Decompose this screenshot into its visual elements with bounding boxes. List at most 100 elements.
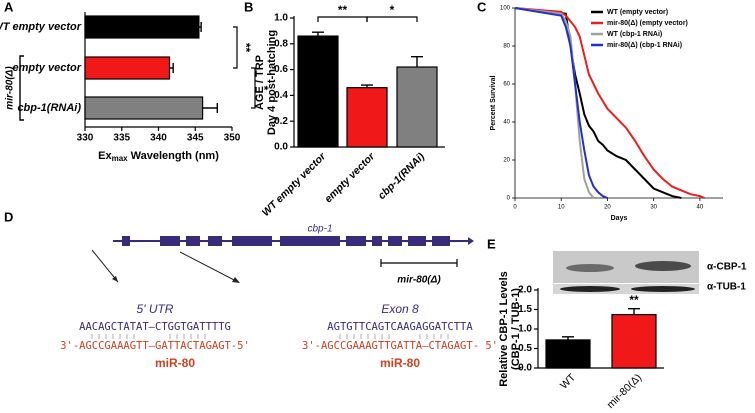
x-axis-label-part: Wavelength (nm) <box>128 150 220 162</box>
x-tick-label: 335 <box>113 133 130 144</box>
bar <box>396 66 438 148</box>
panel-label: E <box>487 236 496 251</box>
category-label: WT empty vector <box>0 21 82 33</box>
x-tick-label: 345 <box>187 133 204 144</box>
category-label: empty vector <box>13 62 82 74</box>
bar <box>84 56 171 80</box>
sig-bracket <box>233 26 238 69</box>
mirna-label: miR-80 <box>155 356 195 370</box>
y-tick-label: 40 <box>503 120 510 126</box>
target-seq: AGTGTTCAGTCAAGAGGATCTTA <box>327 321 473 333</box>
x-tick-label: 30 <box>650 205 657 211</box>
category-label: mir-80(Δ) <box>605 372 644 411</box>
y-tick-label: 1.5 <box>518 304 532 315</box>
y-axis-label: Percent Survival <box>490 76 497 131</box>
bar <box>545 339 591 369</box>
legend-label: WT (cbp-1 RNAi) <box>607 31 662 38</box>
group-label: mir-80(Δ) <box>397 275 441 286</box>
group-bracket <box>19 55 24 121</box>
x-axis-label-sub: max <box>112 154 129 163</box>
sig-bracket <box>366 16 418 22</box>
y-tick-label: 2.0 <box>518 285 532 296</box>
y-tick-label: 0.8 <box>274 38 288 49</box>
sig-label: ** <box>338 3 348 17</box>
category-label: empty vector <box>322 150 377 205</box>
x-tick-label: 340 <box>150 133 167 144</box>
y-tick-label: 80 <box>503 44 510 50</box>
bar <box>84 15 200 39</box>
blot-label: α-TUB-1 <box>707 282 746 293</box>
bar <box>346 87 388 148</box>
y-axis-label: Relative CBP-1 Levels <box>498 271 510 387</box>
survival-line <box>514 7 608 199</box>
y-tick-label: 60 <box>503 82 510 88</box>
error-bar <box>562 336 574 340</box>
y-tick-label: 0.5 <box>518 343 532 354</box>
x-tick-label: 350 <box>224 133 241 144</box>
sig-label: ** <box>629 293 639 307</box>
error-bar <box>361 84 373 88</box>
y-axis-label: (CBP-1 / TUB-1) <box>510 288 522 370</box>
y-tick-label: 0.0 <box>518 363 532 374</box>
region-label: 5' UTR <box>137 302 174 316</box>
group-label: mir-80(Δ) <box>5 66 16 110</box>
legend-label: WT (empty vector) <box>607 9 668 16</box>
panel-label: B <box>244 0 253 14</box>
gene-model <box>91 236 474 283</box>
category-label: cbp-1(RNAi) <box>376 150 428 202</box>
bar <box>84 96 204 120</box>
y-tick-label: 1.0 <box>274 13 288 24</box>
survival-line <box>514 7 705 199</box>
y-tick-label: 20 <box>503 158 510 164</box>
y-tick-label: 100 <box>500 6 511 12</box>
legend-label: mir-80(Δ) (cbp-1 RNAi) <box>607 42 682 49</box>
x-axis-label-part: Ex <box>98 150 112 162</box>
sig-label: ** <box>239 43 253 53</box>
error-bar <box>312 31 324 37</box>
error-bar <box>202 103 218 113</box>
y-tick-label: 0.6 <box>274 64 288 75</box>
sig-bracket <box>251 67 256 109</box>
bar <box>611 313 657 369</box>
x-tick-label: 0 <box>513 205 517 211</box>
target-seq: AACAGCTATAT—CTGGTGATTTTG <box>79 321 231 333</box>
panel-label: D <box>4 209 13 224</box>
sig-label: * <box>257 86 271 91</box>
x-axis-label: Exmax Wavelength (nm) <box>98 150 219 163</box>
mirna-seq: 3'-AGCCGAAAGTTGATTA—CTAGAGT- 5' <box>302 340 498 352</box>
y-tick-label: 0.0 <box>274 142 288 153</box>
y-tick-label: 0.2 <box>274 116 288 127</box>
panel-label: C <box>477 0 487 14</box>
category-label: WT <box>558 371 578 391</box>
error-bar <box>628 308 640 315</box>
y-tick-label: 0 <box>507 196 511 202</box>
panel-label: A <box>4 0 14 14</box>
x-tick-label: 20 <box>604 205 611 211</box>
sig-label: * <box>390 3 395 17</box>
error-bar <box>198 22 202 32</box>
region-label: Exon 8 <box>381 302 419 316</box>
sig-bracket <box>317 16 368 22</box>
y-tick-label: 1.0 <box>518 324 532 335</box>
gene-label: cbp-1 <box>307 224 332 235</box>
y-axis-label: Day 4 post-hatching <box>266 30 278 135</box>
western-blot <box>553 251 699 294</box>
base-pairing <box>91 334 449 339</box>
y-axis-label: AGE / TRP <box>254 55 266 110</box>
x-axis-label: Days <box>611 215 628 222</box>
x-tick-label: 330 <box>77 133 94 144</box>
blot-label: α-CBP-1 <box>707 262 747 273</box>
mirna-label: miR-80 <box>380 356 420 370</box>
category-label: WT empty vector <box>260 150 329 219</box>
legend-label: mir-80(Δ) (empty vector) <box>607 20 688 27</box>
mirna-seq: 3'-AGCCGAAAGTT—GATTACTAGAGT-5' <box>60 340 250 352</box>
bar <box>297 35 339 148</box>
x-tick-label: 40 <box>697 205 704 211</box>
error-bar <box>411 56 423 68</box>
category-label: cbp-1(RNAi) <box>17 102 81 114</box>
error-bar <box>169 63 174 73</box>
x-tick-label: 10 <box>558 205 565 211</box>
group-bracket <box>380 259 458 267</box>
y-tick-label: 0.4 <box>274 90 288 101</box>
